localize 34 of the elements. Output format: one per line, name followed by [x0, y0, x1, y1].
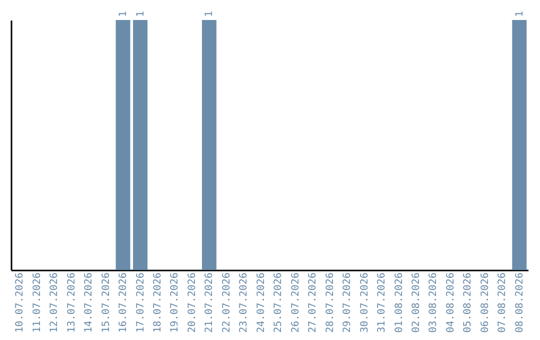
x-tick-label: 08.08.2026 [514, 272, 526, 333]
x-tick-label: 01.08.2026 [394, 272, 405, 333]
x-tick-label: 02.08.2026 [410, 272, 422, 333]
x-tick-label: 13.07.2026 [66, 272, 78, 333]
x-tick-label: 27.07.2026 [308, 272, 319, 333]
x-tick-label: 15.07.2026 [100, 272, 112, 333]
x-tick-label: 28.07.2026 [324, 272, 336, 333]
x-tick-label: 16.07.2026 [118, 272, 130, 333]
x-tick-label: 10.07.2026 [14, 272, 26, 333]
x-tick-label: 23.07.2026 [238, 272, 250, 333]
x-tick-label: 24.07.2026 [256, 272, 267, 333]
data-label: 1 [514, 10, 526, 17]
x-tick-label: 14.07.2026 [84, 272, 95, 333]
x-tick-label: 21.07.2026 [204, 272, 216, 333]
x-tick-label: 04.08.2026 [445, 272, 456, 333]
x-tick-label: 22.07.2026 [221, 272, 232, 333]
x-tick-label: 20.07.2026 [186, 272, 198, 333]
x-tick-label: 17.07.2026 [135, 272, 146, 333]
x-tick-label: 25.07.2026 [273, 272, 284, 333]
data-label: 1 [135, 10, 146, 17]
x-tick-label: 29.07.2026 [342, 272, 354, 333]
x-tick-label: 18.07.2026 [152, 272, 164, 333]
x-tick-label: 30.07.2026 [359, 272, 370, 333]
x-tick-label: 31.07.2026 [376, 272, 388, 333]
x-tick-label: 06.08.2026 [480, 272, 491, 333]
x-tick-label: 05.08.2026 [462, 272, 474, 333]
x-tick-label: 26.07.2026 [290, 272, 302, 333]
data-label: 1 [118, 10, 130, 17]
x-tick-label: 11.07.2026 [32, 272, 43, 333]
data-label: 1 [204, 10, 216, 17]
x-tick-label: 12.07.2026 [49, 272, 60, 333]
x-tick-label: 07.08.2026 [497, 272, 508, 333]
x-tick-label: 19.07.2026 [170, 272, 181, 333]
x-tick-label: 03.08.2026 [428, 272, 440, 333]
